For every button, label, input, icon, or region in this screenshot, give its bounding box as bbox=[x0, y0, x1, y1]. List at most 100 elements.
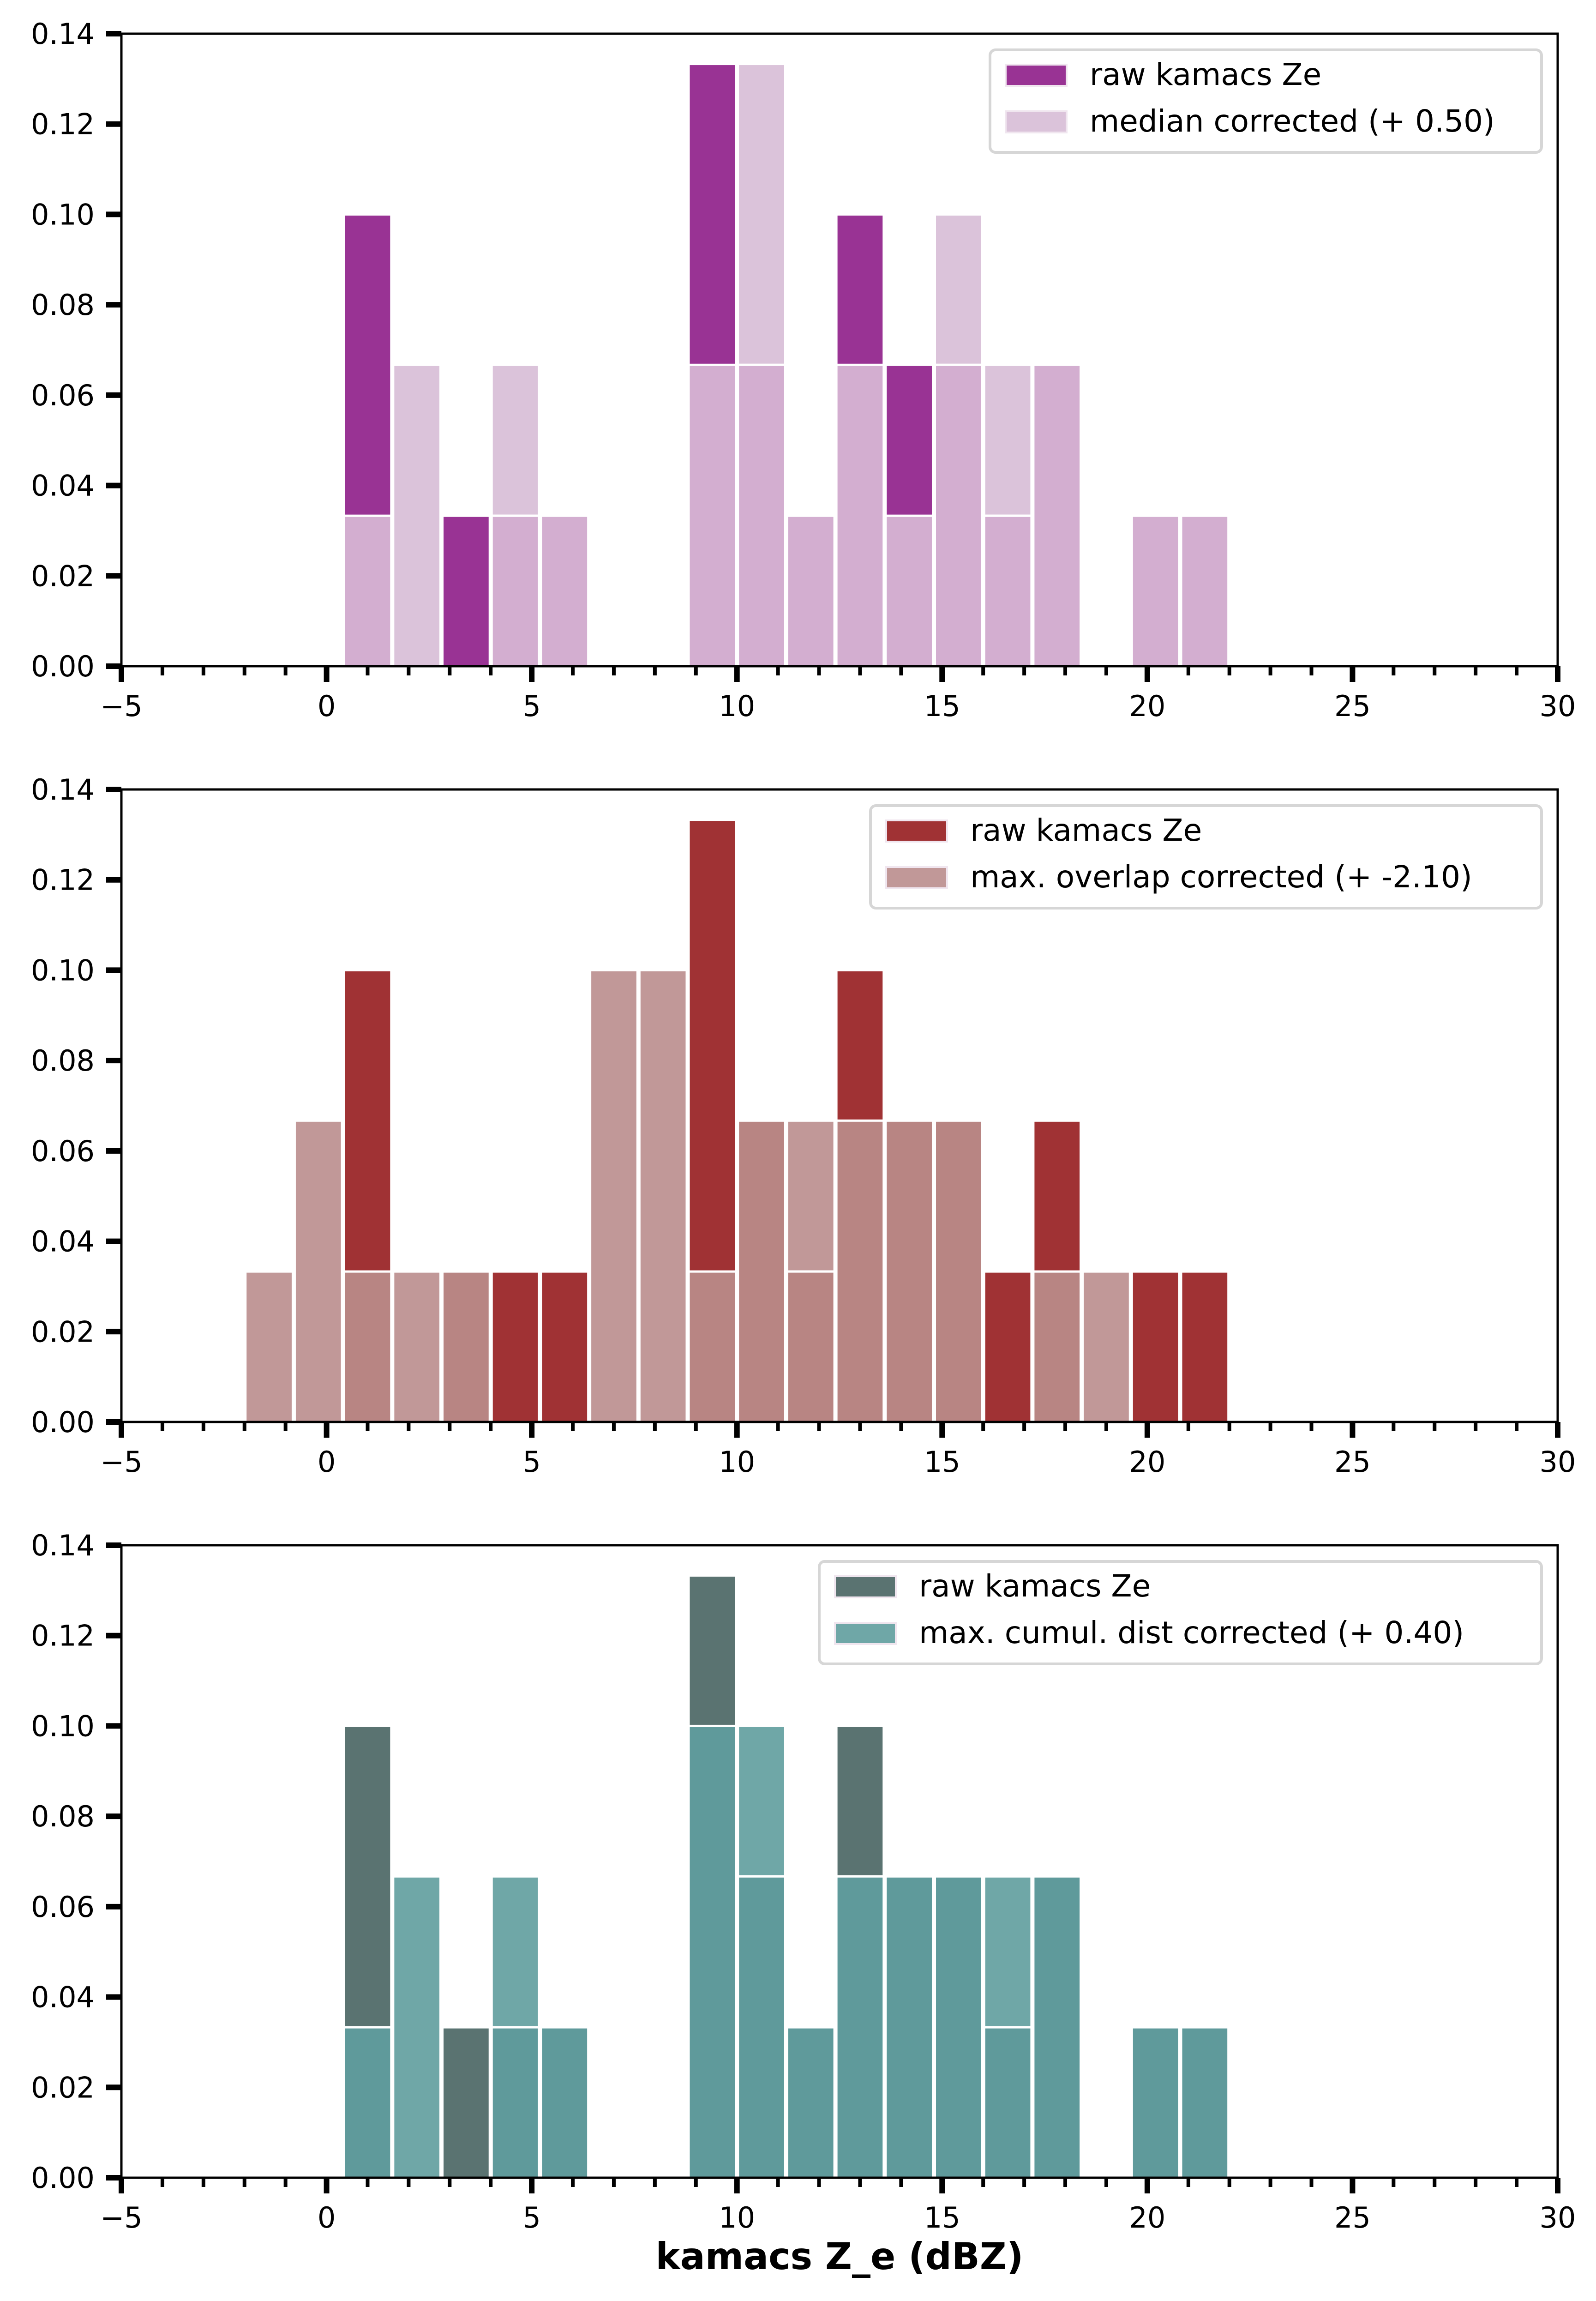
bar-raw bbox=[1130, 1270, 1181, 1423]
bar-corrected-overlap bbox=[884, 1119, 935, 1423]
bar-corrected-overlap bbox=[540, 514, 590, 668]
bar-raw bbox=[490, 1270, 540, 1423]
bar-corrected bbox=[1081, 1270, 1131, 1423]
bar-corrected bbox=[490, 363, 540, 517]
legend-label: raw kamacs Ze bbox=[970, 813, 1202, 848]
x-tick-label: 5 bbox=[522, 2201, 540, 2235]
x-tick-label: 25 bbox=[1334, 2201, 1371, 2235]
y-tick-label: 0.08 bbox=[31, 1800, 95, 1833]
x-tick-label: 10 bbox=[719, 689, 755, 723]
legend-label: raw kamacs Ze bbox=[1090, 57, 1321, 92]
bar-corrected-overlap bbox=[490, 514, 540, 668]
bar-corrected bbox=[934, 213, 984, 366]
legend-swatch bbox=[1005, 110, 1068, 133]
x-tick-label: 15 bbox=[924, 689, 960, 723]
legend-label: max. cumul. dist corrected (+ 0.40) bbox=[919, 1615, 1464, 1650]
y-tick-label: 0.10 bbox=[31, 953, 95, 987]
bar-corrected-overlap bbox=[983, 2026, 1033, 2179]
bar-corrected-overlap bbox=[1032, 363, 1082, 668]
bar-corrected-overlap bbox=[1180, 514, 1230, 668]
y-tick-label: 0.04 bbox=[31, 1225, 95, 1259]
x-tick-label: 0 bbox=[318, 1445, 336, 1479]
bar-corrected bbox=[737, 1724, 786, 1878]
x-tick-label: −5 bbox=[100, 1445, 142, 1479]
bar-corrected-overlap bbox=[786, 1270, 836, 1423]
y-tick-label: 0.10 bbox=[31, 198, 95, 231]
x-tick-label: 5 bbox=[522, 1445, 540, 1479]
bar-corrected bbox=[392, 363, 442, 668]
legend-swatch bbox=[885, 819, 948, 843]
legend: raw kamacs Ze median corrected (+ 0.50) bbox=[989, 48, 1543, 154]
bar-corrected bbox=[786, 1119, 836, 1273]
x-tick-label: 0 bbox=[318, 689, 336, 723]
legend: raw kamacs Ze max. overlap corrected (+ -… bbox=[869, 804, 1543, 910]
x-axis-label: kamacs Z_e (dBZ) bbox=[656, 2235, 1024, 2278]
histogram-panel-3: 0.00 0.02 0.04 0.06 0.08 0.10 0.12 0.14 −5 0 5 10 15… bbox=[31, 1529, 1576, 2235]
bar-corrected bbox=[392, 1875, 442, 2179]
bar-corrected-overlap bbox=[1032, 1875, 1082, 2179]
y-tick-label: 0.04 bbox=[31, 469, 95, 503]
x-tick-label: 0 bbox=[318, 2201, 336, 2235]
y-tick-label: 0.00 bbox=[31, 650, 95, 683]
legend-frame bbox=[818, 1560, 1543, 1665]
bar-corrected-overlap bbox=[835, 1875, 885, 2179]
x-tick-label: −5 bbox=[100, 689, 142, 723]
legend-label: max. overlap corrected (+ -2.10) bbox=[970, 859, 1472, 895]
bar-corrected bbox=[392, 1270, 442, 1423]
bar-corrected bbox=[638, 969, 688, 1423]
bar-corrected-overlap bbox=[1130, 514, 1181, 668]
x-tick-label: 10 bbox=[719, 2201, 755, 2235]
bar-corrected bbox=[490, 1875, 540, 2029]
bar-corrected-overlap bbox=[737, 363, 786, 668]
axes-frame bbox=[120, 1544, 1559, 2179]
y-tick-label: 0.10 bbox=[31, 1709, 95, 1743]
legend: raw kamacs Ze max. cumul. dist corrected … bbox=[818, 1560, 1543, 1665]
bar-corrected-overlap bbox=[687, 363, 738, 668]
y-tick-label: 0.08 bbox=[31, 1044, 95, 1078]
x-tick-label: 30 bbox=[1540, 1445, 1576, 1479]
histogram-panel-1: 0.00 0.02 0.04 0.06 0.08 0.10 0.12 0.14 −5 0 5 10 15… bbox=[31, 17, 1576, 723]
bar-corrected-overlap bbox=[786, 2026, 836, 2179]
x-tick-label: 20 bbox=[1129, 1445, 1165, 1479]
x-tick-label: 25 bbox=[1334, 1445, 1371, 1479]
bar-raw bbox=[441, 514, 491, 668]
bar-raw bbox=[1180, 1270, 1230, 1423]
bar-corrected bbox=[244, 1270, 294, 1423]
x-tick-label: 5 bbox=[522, 689, 540, 723]
legend-label: median corrected (+ 0.50) bbox=[1090, 103, 1495, 139]
bar-corrected-overlap bbox=[884, 1875, 935, 2179]
legend-swatch bbox=[834, 1575, 897, 1598]
bar-corrected bbox=[983, 1875, 1033, 2029]
bar-corrected-overlap bbox=[490, 2026, 540, 2179]
axes-frame bbox=[120, 788, 1559, 1423]
y-tick-label: 0.12 bbox=[31, 863, 95, 897]
histogram-panel-2: 0.00 0.02 0.04 0.06 0.08 0.10 0.12 0.14 −5 0 5 10 15… bbox=[31, 773, 1576, 1479]
bar-corrected-overlap bbox=[983, 514, 1033, 668]
y-tick-label: 0.00 bbox=[31, 1405, 95, 1439]
y-tick-label: 0.14 bbox=[31, 773, 95, 807]
x-tick-label: 10 bbox=[719, 1445, 755, 1479]
x-tick-label: 15 bbox=[924, 1445, 960, 1479]
axes-frame bbox=[120, 32, 1559, 668]
legend-swatch bbox=[885, 866, 948, 889]
bar-raw bbox=[983, 1270, 1033, 1423]
legend-swatch bbox=[1005, 64, 1068, 87]
x-tick-label: 30 bbox=[1540, 2201, 1576, 2235]
y-tick-label: 0.02 bbox=[31, 1315, 95, 1349]
x-tick-label: 15 bbox=[924, 2201, 960, 2235]
x-tick-label: 30 bbox=[1540, 689, 1576, 723]
bar-raw bbox=[441, 2026, 491, 2179]
y-tick-label: 0.14 bbox=[31, 1529, 95, 1562]
bar-corrected bbox=[737, 63, 786, 366]
legend-frame bbox=[989, 48, 1543, 154]
bar-corrected-overlap bbox=[540, 2026, 590, 2179]
y-tick-label: 0.08 bbox=[31, 288, 95, 322]
y-tick-label: 0.00 bbox=[31, 2161, 95, 2195]
bar-corrected-overlap bbox=[835, 1119, 885, 1423]
bar-corrected bbox=[983, 363, 1033, 517]
bar-corrected-overlap bbox=[835, 363, 885, 668]
y-tick-label: 0.12 bbox=[31, 108, 95, 141]
y-tick-label: 0.02 bbox=[31, 559, 95, 593]
bar-corrected-overlap bbox=[737, 1119, 786, 1423]
bar-corrected-overlap bbox=[934, 1875, 984, 2179]
